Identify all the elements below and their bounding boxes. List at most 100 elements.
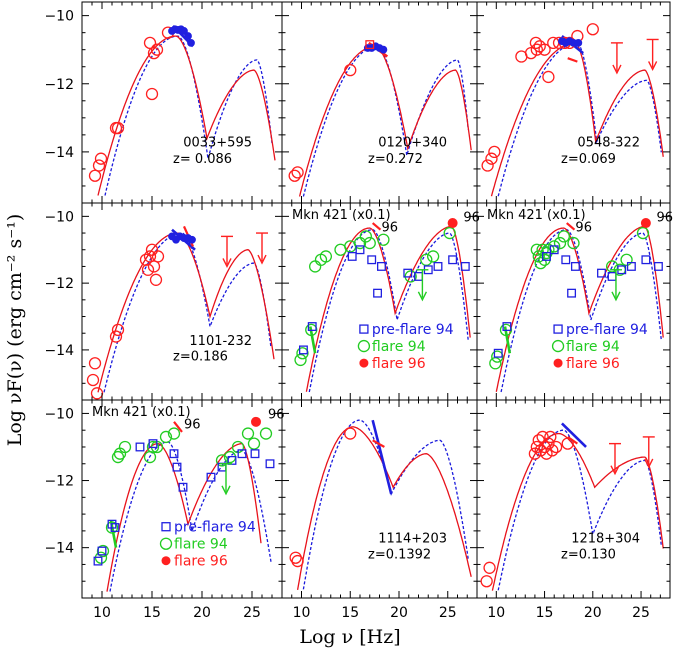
legend-marker [551,339,565,353]
legend-marker [553,324,563,334]
model-dashed-curve [308,229,469,393]
source-name: Mkn 421 (x0.1) [487,208,586,223]
data-point [620,253,633,266]
data-point [534,256,547,270]
data-point [420,253,433,266]
data-point [88,357,102,370]
x-axis-label: Log ν [Hz] [299,626,400,648]
legend-label: flare 94 [174,537,228,553]
y-axis-label: Log νF(ν) (erg cm⁻² s⁻¹) [4,214,26,447]
data-point [149,273,163,286]
bowtie-spectrum [308,326,317,354]
data-point [97,546,107,556]
y-tick-label: −10 [44,9,74,25]
data-point [355,245,365,255]
data-point [489,357,502,370]
model-dashed-curve [500,229,662,393]
plot-area [86,225,275,400]
panel-frame [281,399,478,599]
data-point [433,261,443,271]
data-point [172,462,182,472]
data-point [448,255,458,265]
data-point [206,472,216,482]
panel-frame [81,202,283,401]
source-name: 1101-232 [189,334,252,349]
model-dashed-curve [302,45,469,197]
label-96: 96 [381,220,398,235]
data-point [485,152,498,165]
data-point [347,251,357,261]
model-solid-curve [491,432,664,591]
source-name: 0033+595 [183,136,252,151]
panel-frame [476,399,671,599]
upper-limit-arrow [222,258,232,268]
data-point [296,347,309,360]
data-point [365,40,375,50]
source-name: 0120+340 [378,136,447,151]
data-point [169,449,179,459]
data-point [570,261,580,271]
data-point [542,70,555,84]
data-point [403,268,413,278]
data-point [308,260,322,273]
y-tick-label: −12 [44,276,74,292]
data-point [86,373,100,387]
data-point [379,45,388,54]
data-point [291,554,304,568]
data-point [483,561,496,574]
redshift-label: z=0.272 [368,152,423,167]
data-point [298,345,308,355]
data-point [542,243,555,256]
model-dashed-curve [104,35,273,196]
data-point [109,330,123,343]
data-point [180,27,188,35]
data-point [626,261,636,271]
source-name: Mkn 421 (x0.1) [92,405,191,420]
data-point [247,437,261,450]
data-point [141,263,155,276]
bowtie-spectrum [503,326,512,354]
data-point [640,218,651,229]
plot-area [294,218,471,393]
data-point [557,230,570,243]
source-name: 1114+203 [378,532,447,547]
label-96: 96 [656,210,673,225]
data-point [488,145,501,159]
data-point [499,323,513,337]
data-point [167,427,181,440]
model-dashed-curve [302,419,469,590]
spectral-slope-mark [173,421,183,433]
data-point [344,63,357,77]
data-point [259,427,273,440]
model-solid-curve [296,426,472,591]
legend-marker [159,537,173,550]
x-tick-label: 10 [93,605,111,621]
upper-limit-arrow [611,291,621,302]
data-point [159,430,173,444]
data-point [447,218,458,229]
legend-marker [161,556,171,566]
x-tick-label: 25 [439,605,457,621]
x-tick-label: 25 [632,605,650,621]
model-dashed-curve [497,42,662,197]
data-point [250,449,260,459]
redshift-label: z=0.069 [561,152,616,167]
model-solid-curve [298,45,472,197]
legend-label: flare 94 [566,339,620,355]
spectral-slope-mark [372,439,385,448]
x-tick-label: 15 [143,605,161,621]
label-96: 96 [184,418,201,433]
data-point [307,322,317,331]
redshift-label: z=0.186 [173,350,228,365]
data-point [188,235,196,244]
legend-label: flare 94 [372,339,426,355]
y-tick-label: −10 [44,209,74,225]
data-point [426,250,440,263]
legend-label: pre-flare 94 [566,322,648,338]
